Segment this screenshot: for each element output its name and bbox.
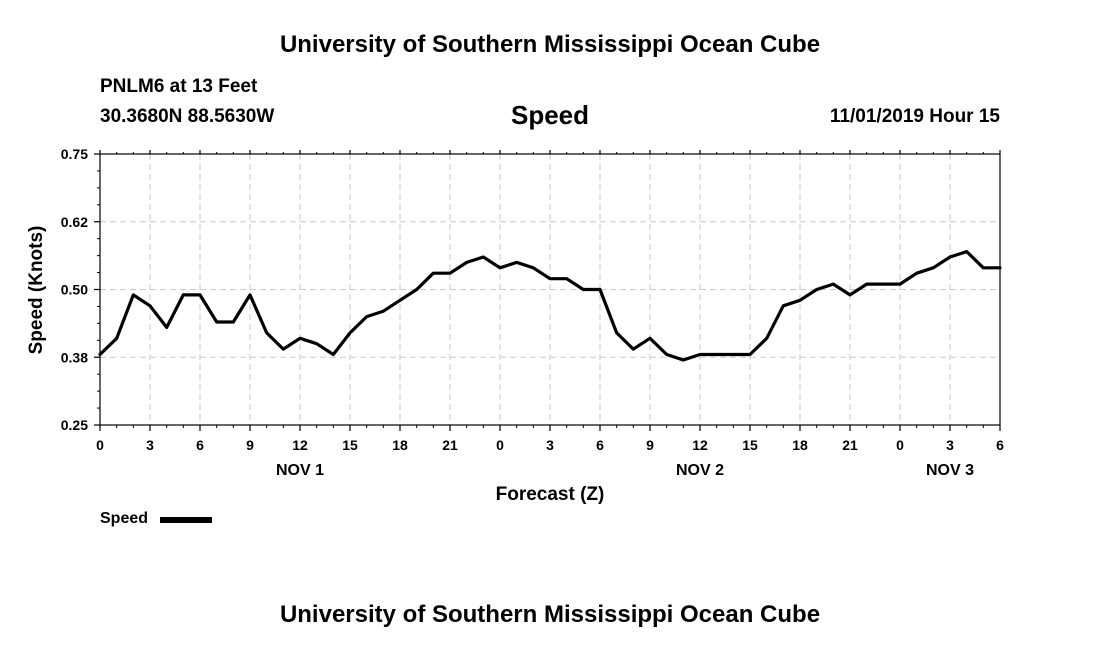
footer-title: University of Southern Mississippi Ocean…	[279, 601, 821, 628]
x-tick-label: 18	[392, 437, 408, 453]
coordinates-label: 30.3680N 88.5630W	[100, 106, 275, 127]
legend-label: Speed	[100, 510, 149, 527]
forecast-datetime: 11/01/2019 Hour 15	[829, 106, 1000, 127]
y-tick-label: 0.38	[61, 349, 88, 365]
x-tick-label: 12	[292, 437, 308, 453]
x-tick-label: 9	[646, 437, 654, 453]
x-tick-label: 15	[342, 437, 358, 453]
x-tick-label: 0	[496, 437, 504, 453]
y-tick-label: 0.75	[61, 146, 88, 162]
x-tick-label: 21	[442, 437, 458, 453]
station-label: PNLM6 at 13 Feet	[100, 76, 258, 97]
grid	[100, 154, 1000, 425]
y-tick-label: 0.62	[61, 214, 88, 230]
x-tick-label: 3	[946, 437, 954, 453]
axis-labels: 0.25 0.38 0.50 0.62 0.75 0 3 6 9 12 15 18 21 0 3 6 9 12 15…	[61, 146, 1004, 479]
x-tick-label: 12	[692, 437, 708, 453]
chart-title: Speed	[510, 100, 590, 130]
day-label: NOV 2	[676, 462, 724, 479]
x-tick-label: 0	[96, 437, 104, 453]
x-tick-label: 6	[596, 437, 604, 453]
x-tick-label: 6	[996, 437, 1004, 453]
x-tick-label: 18	[792, 437, 808, 453]
y-tick-label: 0.50	[61, 282, 88, 298]
series-line-speed	[98, 250, 1002, 362]
y-tick-label: 0.25	[61, 417, 88, 433]
x-tick-label: 3	[146, 437, 154, 453]
day-label: NOV 1	[276, 462, 324, 479]
day-label: NOV 3	[926, 462, 974, 479]
x-axis-label: Forecast (Z)	[496, 484, 605, 505]
legend-swatch	[160, 517, 212, 523]
x-tick-label: 15	[742, 437, 758, 453]
x-tick-label: 0	[896, 437, 904, 453]
x-tick-label: 6	[196, 437, 204, 453]
x-tick-label: 9	[246, 437, 254, 453]
axis-ticks	[94, 150, 1001, 431]
y-axis-label: Speed (Knots)	[26, 226, 47, 355]
x-tick-label: 3	[546, 437, 554, 453]
x-tick-label: 21	[842, 437, 858, 453]
page-title: University of Southern Mississippi Ocean…	[279, 31, 821, 58]
